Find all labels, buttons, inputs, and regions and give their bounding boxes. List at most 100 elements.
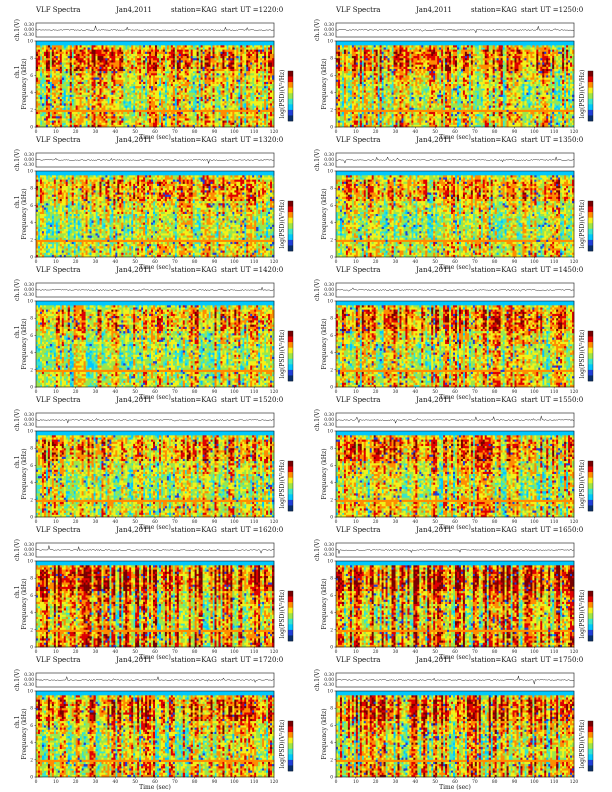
- spectrogram-cell: [347, 47, 351, 50]
- spectrogram-cell: [208, 71, 211, 74]
- spectrogram-cell: [156, 60, 160, 63]
- spectrogram-cell: [61, 51, 65, 55]
- spectrogram-cell: [343, 107, 347, 111]
- spectrogram-cell: [226, 75, 229, 78]
- spectrogram-cell: [107, 56, 110, 59]
- spectrogram-cell: [248, 79, 251, 83]
- spectrogram-cell: [75, 68, 78, 72]
- spectrogram-cell: [113, 109, 116, 113]
- spectrogram-cell: [234, 84, 237, 87]
- spectrogram-cell: [71, 84, 74, 87]
- spectrogram-cell: [244, 56, 247, 59]
- spectrogram-cell: [256, 51, 259, 55]
- spectrogram-cell: [208, 47, 211, 50]
- spectrogram-cell: [101, 96, 104, 100]
- spectrogram-cell: [155, 114, 158, 117]
- spectrogram-cell: [103, 41, 106, 44]
- spectrogram-cell: [224, 53, 227, 57]
- spectrogram-cell: [266, 109, 269, 113]
- spectrogram-cell: [216, 51, 219, 55]
- spectrogram-cell: [79, 120, 82, 123]
- spectrogram-cell: [55, 120, 59, 123]
- spectrogram-cell: [73, 75, 76, 78]
- spectrogram-cell: [151, 109, 154, 113]
- spectrogram-cell: [357, 77, 361, 80]
- spectrogram-cell: [216, 66, 219, 70]
- spectrogram-cell: [149, 73, 152, 76]
- spectrogram-cell: [127, 79, 130, 83]
- spectrogram-cell: [218, 92, 221, 96]
- spectrogram-cell: [174, 124, 178, 128]
- spectrogram-cell: [184, 88, 188, 91]
- spectrogram-cell: [153, 66, 156, 70]
- spectrogram-cell: [347, 71, 351, 74]
- spectrogram-cell: [256, 71, 259, 74]
- spectrogram-cell: [190, 96, 193, 100]
- spectrogram-cell: [176, 90, 180, 93]
- spectrogram-cell: [336, 90, 339, 93]
- spectrogram-cell: [254, 120, 257, 123]
- spectrogram-cell: [160, 58, 164, 61]
- spectrogram-cell: [53, 96, 57, 100]
- spectrogram-cell: [202, 118, 205, 121]
- spectrogram-cell: [131, 120, 134, 123]
- spectrogram-cell: [268, 118, 271, 121]
- spectrogram-cell: [97, 79, 100, 83]
- spectrogram-cell: [81, 77, 84, 80]
- spectrogram-cell: [61, 53, 65, 57]
- spectrogram-cell: [57, 60, 61, 63]
- spectrogram-cell: [337, 120, 341, 123]
- spectrogram-cell: [268, 105, 271, 108]
- spectrogram-cell: [359, 124, 363, 128]
- spectrogram-cell: [343, 118, 347, 121]
- spectrogram-cell: [133, 105, 136, 108]
- spectrogram-cell: [155, 79, 158, 83]
- spectrogram-cell: [73, 101, 76, 104]
- spectrogram-cell: [111, 53, 114, 57]
- spectrogram-cell: [53, 124, 57, 128]
- spectrogram-cell: [182, 41, 186, 44]
- spectrogram-cell: [73, 90, 76, 93]
- spectrogram-cell: [45, 79, 49, 83]
- spectrogram-cell: [81, 96, 84, 100]
- spectrogram-cell: [87, 92, 90, 96]
- spectrogram-cell: [95, 41, 98, 44]
- spectrogram-cell: [113, 81, 116, 85]
- spectrogram-cell: [200, 122, 203, 126]
- spectrogram-cell: [232, 96, 235, 100]
- spectrogram-cell: [105, 66, 108, 70]
- spectrogram-cell: [343, 64, 347, 68]
- spectrogram-cell: [194, 43, 197, 46]
- spectrogram-cell: [65, 51, 69, 55]
- spectrogram-cell: [204, 116, 207, 119]
- spectrogram-cell: [139, 116, 142, 119]
- spectrogram-cell: [37, 105, 41, 108]
- spectrogram-cell: [196, 88, 199, 91]
- spectrogram-cell: [91, 66, 94, 70]
- spectrogram-cell: [268, 64, 271, 68]
- spectrogram-cell: [204, 71, 207, 74]
- spectrogram-cell: [208, 103, 211, 106]
- spectrogram-cell: [166, 84, 170, 87]
- spectrogram-cell: [115, 51, 118, 55]
- spectrogram-cell: [258, 60, 261, 63]
- spectrogram-cell: [192, 105, 195, 108]
- spectrogram-cell: [359, 43, 363, 46]
- spectrogram-cell: [196, 111, 199, 115]
- spectrogram-cell: [47, 41, 51, 44]
- spectrogram-cell: [224, 118, 227, 121]
- spectrogram-cell: [347, 101, 351, 104]
- spectrogram-cell: [176, 66, 180, 70]
- spectrogram-cell: [345, 41, 349, 44]
- spectrogram-cell: [188, 109, 191, 113]
- spectrogram-cell: [196, 81, 199, 85]
- spectrogram-cell: [113, 47, 116, 50]
- spectrogram-cell: [244, 49, 247, 53]
- spectrogram-cell: [55, 73, 59, 76]
- spectrogram-cell: [107, 60, 110, 63]
- spectrogram-cell: [204, 62, 207, 65]
- spectrogram-cell: [353, 96, 357, 100]
- spectrogram-cell: [160, 111, 164, 115]
- spectrogram-cell: [87, 101, 90, 104]
- spectrogram-cell: [190, 51, 193, 55]
